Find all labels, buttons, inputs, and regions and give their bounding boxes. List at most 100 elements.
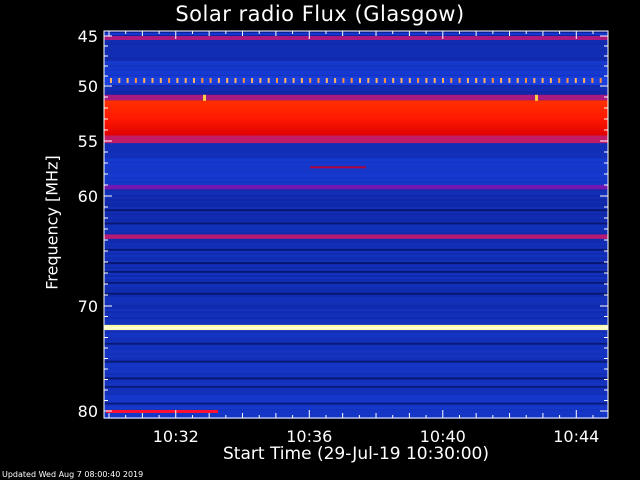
- marker-dot: [118, 78, 121, 83]
- marker-dot: [110, 78, 112, 83]
- marker-dot: [334, 78, 337, 83]
- frequency-band: [104, 157, 608, 185]
- marker-dot: [450, 78, 453, 83]
- frequency-band: [104, 61, 608, 76]
- marker-dot: [566, 78, 569, 83]
- x-axis-label: Start Time (29-Jul-19 10:30:00): [223, 444, 489, 464]
- dark-streak: [104, 209, 608, 212]
- marker-dot: [591, 78, 594, 83]
- marker-dot: [217, 78, 220, 83]
- marker-dot: [442, 78, 444, 83]
- marker-dot: [159, 78, 162, 83]
- spike: [203, 94, 206, 101]
- heatmap-area: [104, 31, 608, 419]
- marker-dot: [425, 78, 428, 83]
- burst-trace: [310, 166, 366, 169]
- striation: [104, 31, 608, 33]
- bright-line-core: [104, 326, 608, 330]
- y-tick-label: 55: [78, 132, 98, 151]
- marker-dot: [549, 78, 552, 83]
- marker-dot: [433, 78, 436, 83]
- frequency-band: [104, 143, 608, 158]
- frequency-band: [104, 36, 608, 40]
- frequency-band: [104, 189, 608, 235]
- marker-dot: [168, 78, 171, 83]
- y-tick-label: 45: [78, 27, 98, 46]
- marker-dot: [508, 78, 511, 83]
- marker-dot: [193, 78, 195, 83]
- marker-dot: [558, 78, 561, 83]
- y-tick-label: 60: [78, 187, 98, 206]
- dark-streak: [104, 342, 608, 345]
- marker-dot: [466, 78, 469, 83]
- dark-streak: [104, 281, 608, 284]
- marker-dot: [209, 78, 212, 83]
- frequency-band: [104, 100, 608, 136]
- axes: 45 50 55 60 70 80 10:32 10:36 10:40 10:44: [78, 27, 609, 446]
- dark-streak: [104, 292, 608, 295]
- marker-dot: [284, 78, 287, 83]
- frequency-band: [104, 234, 608, 239]
- marker-dot: [134, 78, 137, 83]
- chart-title: Solar radio Flux (Glasgow): [175, 2, 465, 26]
- dark-streak: [104, 270, 608, 273]
- marker-dot: [259, 78, 262, 83]
- marker-dot: [375, 78, 378, 83]
- marker-dot: [184, 78, 187, 83]
- marker-dot: [500, 78, 503, 83]
- frequency-band: [104, 40, 608, 61]
- frequency-band: [104, 330, 608, 396]
- frequency-band: [104, 135, 608, 144]
- marker-dot: [325, 78, 328, 83]
- marker-dot: [541, 78, 544, 83]
- marker-dot: [242, 78, 245, 83]
- frequency-band: [104, 185, 608, 190]
- marker-dot: [276, 78, 278, 83]
- dark-streak: [104, 262, 608, 264]
- y-tick-label: 70: [78, 297, 98, 316]
- marker-dot: [342, 78, 345, 83]
- marker-dot: [475, 78, 478, 83]
- bottom-sweep: [106, 409, 218, 413]
- frequency-band: [104, 94, 608, 101]
- marker-dot: [234, 78, 237, 83]
- marker-dot: [300, 78, 303, 83]
- marker-dot: [417, 78, 420, 83]
- marker-dot: [400, 78, 403, 83]
- marker-dot: [483, 78, 486, 83]
- marker-dot: [151, 78, 154, 83]
- marker-dot: [583, 78, 586, 83]
- marker-dot: [458, 78, 461, 83]
- frequency-band: [104, 85, 608, 95]
- marker-dot: [599, 78, 602, 83]
- x-tick-label: 10:44: [553, 427, 599, 446]
- marker-dot: [350, 78, 353, 83]
- marker-dot: [392, 78, 395, 83]
- marker-dot: [359, 78, 361, 83]
- y-axis-label: Frequency [MHz]: [42, 155, 62, 290]
- marker-dot: [226, 78, 229, 83]
- marker-dot: [525, 78, 527, 83]
- marker-dot: [126, 78, 129, 83]
- marker-dot: [251, 78, 254, 83]
- marker-dot: [292, 78, 295, 83]
- dark-streak: [104, 360, 608, 363]
- marker-dot: [383, 78, 386, 83]
- spike: [535, 94, 538, 101]
- marker-dot: [176, 78, 179, 83]
- x-tick-label: 10:40: [420, 427, 466, 446]
- y-tick-label: 80: [78, 402, 98, 421]
- marker-dot: [367, 78, 370, 83]
- marker-dot: [408, 78, 411, 83]
- marker-dot: [491, 78, 494, 83]
- plot-frame: [103, 30, 609, 419]
- dark-streak: [104, 377, 608, 380]
- marker-dot: [309, 78, 312, 83]
- marker-dot: [143, 78, 146, 83]
- marker-dot: [574, 78, 577, 83]
- striation: [104, 33, 608, 35]
- frequency-band: [104, 395, 608, 418]
- frequency-band: [104, 76, 608, 85]
- marker-dot: [533, 78, 536, 83]
